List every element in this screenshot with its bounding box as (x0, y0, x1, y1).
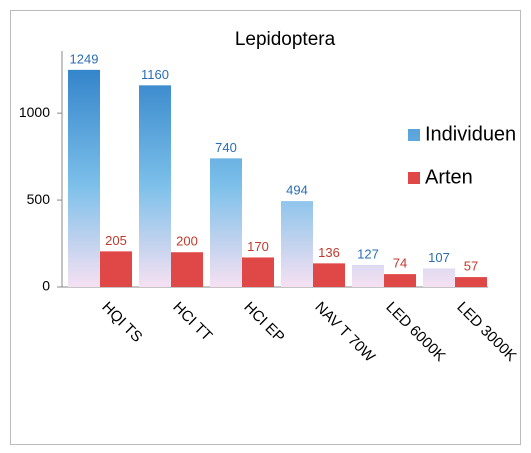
data-label: 170 (247, 239, 269, 254)
data-label: 1249 (70, 51, 99, 66)
bar (281, 201, 313, 287)
y-tick-label: 0 (42, 278, 50, 294)
data-label: 740 (215, 140, 237, 155)
data-label: 1160 (141, 67, 169, 82)
bar (384, 274, 416, 287)
legend-swatch (408, 129, 420, 141)
data-label: 107 (428, 250, 450, 265)
bar (242, 257, 274, 287)
data-label: 74 (393, 256, 407, 271)
data-label: 57 (464, 259, 478, 274)
bar (68, 69, 100, 288)
data-label: 127 (357, 246, 379, 261)
data-label: 136 (318, 245, 340, 260)
bar (139, 85, 171, 287)
bar (313, 263, 345, 287)
data-label: 494 (286, 183, 308, 198)
bar (423, 268, 455, 287)
legend-swatch (408, 172, 420, 184)
y-tick-label: 1000 (19, 104, 50, 120)
legend-label: Individuen (425, 123, 516, 145)
y-tick-label: 500 (27, 191, 51, 207)
bar (100, 251, 132, 287)
bar (352, 264, 384, 287)
bar (455, 277, 487, 287)
data-label: 200 (176, 234, 198, 249)
legend-label: Arten (425, 166, 473, 188)
bar (210, 158, 242, 287)
bar (171, 252, 203, 287)
data-label: 205 (105, 233, 127, 248)
chart-title: Lepidoptera (235, 29, 336, 50)
